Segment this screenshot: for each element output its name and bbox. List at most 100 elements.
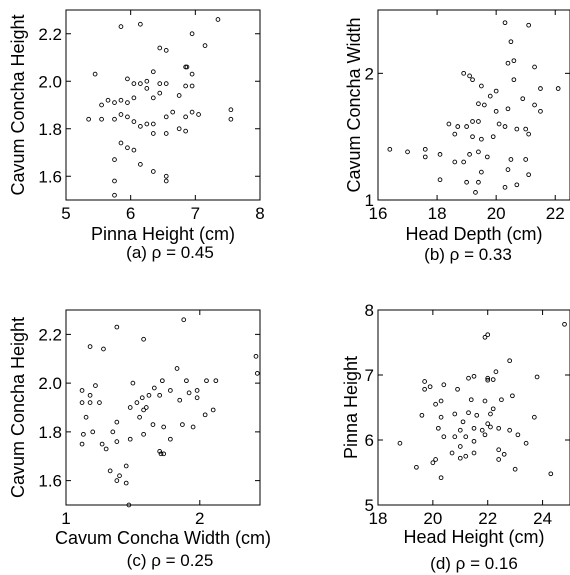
- data-point: [496, 457, 502, 462]
- data-point: [485, 332, 491, 338]
- y-tick-label: 6: [365, 431, 374, 450]
- data-point: [174, 366, 180, 371]
- data-point: [511, 77, 517, 83]
- data-point: [101, 346, 106, 352]
- data-point: [83, 414, 89, 420]
- data-point: [496, 121, 502, 127]
- data-point: [127, 405, 133, 410]
- data-point: [131, 119, 137, 124]
- plot-frame: [65, 309, 261, 506]
- data-point: [538, 86, 543, 91]
- data-point: [131, 95, 137, 101]
- data-point: [196, 112, 201, 117]
- data-point: [505, 167, 511, 172]
- data-point: [474, 412, 480, 418]
- data-point: [523, 440, 529, 446]
- data-point: [441, 434, 447, 440]
- data-point: [125, 100, 130, 105]
- data-point: [118, 97, 124, 103]
- data-point: [507, 427, 513, 433]
- data-point: [482, 398, 488, 404]
- data-point: [508, 157, 514, 162]
- data-point: [422, 386, 427, 392]
- panel-caption: (a) ρ = 0.45: [126, 243, 214, 262]
- x-tick-label: 22: [478, 509, 497, 528]
- x-axis-label: Head Depth (cm): [405, 224, 542, 244]
- data-point: [471, 450, 477, 456]
- data-point: [150, 169, 156, 174]
- y-tick-label: 2.2: [38, 325, 62, 344]
- data-point: [493, 369, 499, 375]
- data-point: [466, 375, 471, 381]
- data-point: [186, 390, 192, 396]
- data-point: [134, 400, 140, 405]
- data-point: [463, 453, 469, 459]
- x-tick-label: 7: [191, 204, 200, 223]
- data-point: [254, 371, 260, 376]
- data-point: [470, 134, 475, 140]
- data-point: [457, 444, 463, 449]
- data-point: [157, 392, 163, 398]
- data-point: [112, 192, 117, 198]
- data-point: [471, 438, 477, 444]
- data-point: [150, 422, 156, 427]
- x-axis-label: Pinna Height (cm): [91, 224, 235, 244]
- y-axis-label: Pinna Height: [341, 356, 361, 459]
- data-point: [144, 78, 150, 84]
- x-axis-label: Cavum Concha Width (cm): [55, 528, 271, 548]
- data-point: [471, 373, 477, 379]
- data-point: [485, 377, 491, 383]
- data-point: [488, 411, 493, 417]
- data-point: [137, 414, 142, 420]
- data-point: [99, 441, 105, 447]
- data-point: [184, 64, 190, 70]
- data-point: [502, 20, 508, 26]
- data-point: [562, 321, 567, 327]
- data-point: [422, 154, 428, 160]
- data-point: [126, 502, 132, 508]
- data-point: [490, 406, 496, 412]
- data-point: [139, 395, 145, 401]
- x-tick-label: 16: [369, 204, 388, 223]
- plot-frame: [65, 9, 261, 201]
- data-point: [470, 77, 475, 83]
- y-tick-label: 1.8: [38, 120, 62, 139]
- data-point: [125, 114, 130, 120]
- panel-c: 1 2 1.6 1.8 2.0 2.2 Cavum Concha Width (cm) Cav…: [8, 309, 271, 570]
- data-point: [493, 88, 499, 94]
- data-point: [118, 24, 124, 29]
- data-point: [163, 178, 169, 184]
- panel-caption: (b) ρ = 0.33: [424, 245, 512, 264]
- data-point: [168, 436, 173, 442]
- data-point: [485, 421, 491, 427]
- data-point: [479, 83, 484, 89]
- data-point: [430, 460, 436, 466]
- data-point: [114, 478, 120, 483]
- data-point: [127, 436, 133, 442]
- data-point: [112, 100, 117, 105]
- data-point: [181, 317, 187, 323]
- x-tick-label: 22: [546, 204, 565, 223]
- data-point: [180, 422, 185, 427]
- data-point: [204, 378, 209, 384]
- data-point: [435, 425, 441, 431]
- data-point: [482, 334, 488, 340]
- data-point: [194, 395, 200, 401]
- data-point: [479, 427, 485, 433]
- data-point: [505, 106, 511, 112]
- data-point: [118, 112, 124, 117]
- data-point: [97, 400, 102, 405]
- data-point: [112, 178, 117, 184]
- data-point: [210, 407, 216, 413]
- data-point: [457, 427, 463, 433]
- data-point: [253, 353, 259, 359]
- data-point: [499, 397, 504, 403]
- y-tick-label: 1.6: [38, 472, 62, 491]
- data-point: [157, 45, 163, 51]
- data-point: [228, 116, 234, 122]
- data-point: [479, 136, 484, 142]
- data-point: [531, 414, 537, 420]
- y-tick-label: 1.6: [38, 167, 62, 186]
- data-point: [526, 131, 531, 137]
- data-point: [387, 146, 393, 152]
